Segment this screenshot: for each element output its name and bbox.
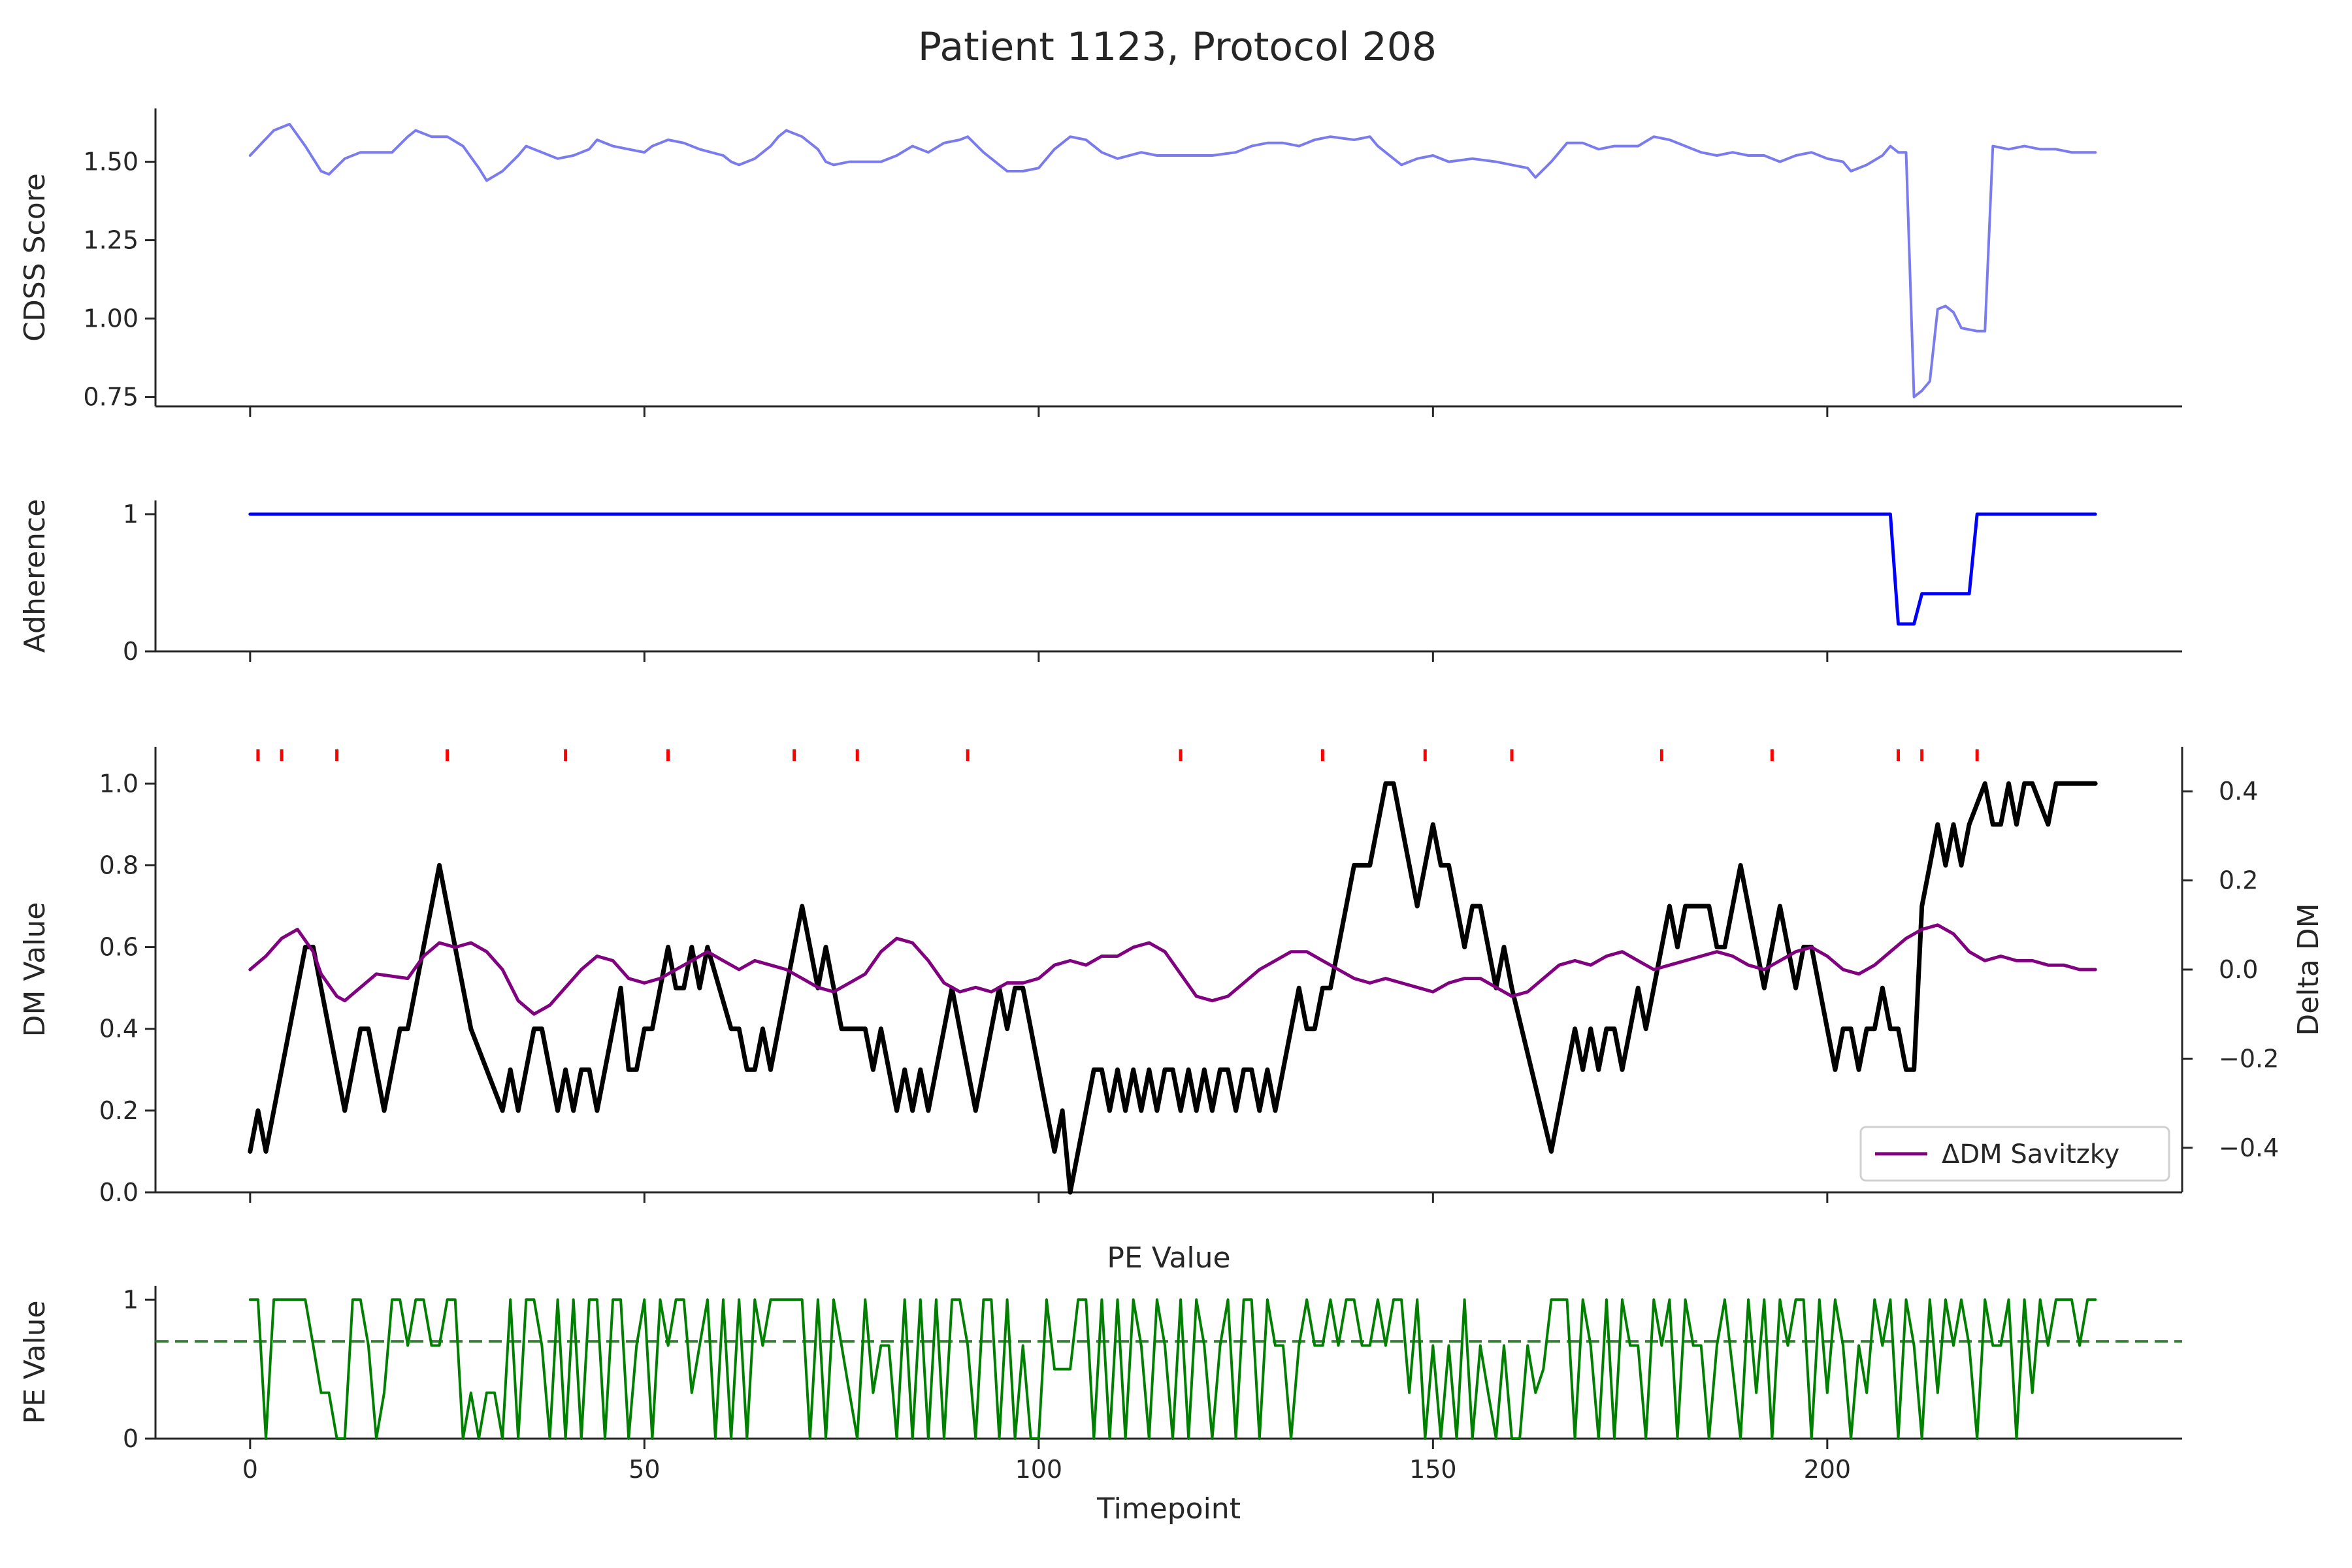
- y-tick-label: 1: [123, 500, 139, 529]
- legend: ΔDM Savitzky: [1861, 1127, 2169, 1181]
- y-tick-label: 0: [123, 1424, 139, 1453]
- y-tick-label: 0.8: [99, 851, 139, 879]
- x-tick-label: 0: [242, 1455, 258, 1484]
- x-axis-label: Timepoint: [1096, 1492, 1241, 1526]
- y-tick-label: 1.00: [83, 304, 139, 333]
- y-axis-label: DM Value: [18, 902, 52, 1037]
- y-tick-label: 1: [123, 1285, 139, 1314]
- y2-axis-label: Delta DM: [2292, 903, 2325, 1036]
- legend-label: ΔDM Savitzky: [1942, 1139, 2119, 1169]
- panel-title: PE Value: [1107, 1241, 1230, 1275]
- x-tick-label: 100: [1015, 1455, 1063, 1484]
- y-tick-label: 0.0: [99, 1178, 139, 1207]
- y2-tick-label: 0.0: [2219, 955, 2258, 984]
- y2-tick-label: 0.2: [2219, 866, 2258, 895]
- y-tick-label: 0: [123, 637, 139, 666]
- y-tick-label: 0.2: [99, 1096, 139, 1125]
- y-axis-label: Adherence: [18, 499, 52, 653]
- y2-tick-label: −0.2: [2219, 1044, 2279, 1073]
- x-tick-label: 150: [1409, 1455, 1457, 1484]
- y-tick-label: 1.25: [83, 226, 139, 255]
- x-tick-label: 200: [1804, 1455, 1852, 1484]
- y-tick-label: 0.6: [99, 933, 139, 962]
- y2-tick-label: −0.4: [2219, 1134, 2279, 1162]
- y2-tick-label: 0.4: [2219, 777, 2258, 806]
- y-axis-label: CDSS Score: [18, 173, 52, 342]
- figure-title: Patient 1123, Protocol 208: [918, 24, 1437, 70]
- y-tick-label: 1.50: [83, 148, 139, 176]
- y-axis-label: PE Value: [18, 1300, 52, 1424]
- x-tick-label: 50: [629, 1455, 660, 1484]
- y-tick-label: 0.4: [99, 1015, 139, 1043]
- y-tick-label: 0.75: [83, 383, 139, 412]
- y-tick-label: 1.0: [99, 769, 139, 798]
